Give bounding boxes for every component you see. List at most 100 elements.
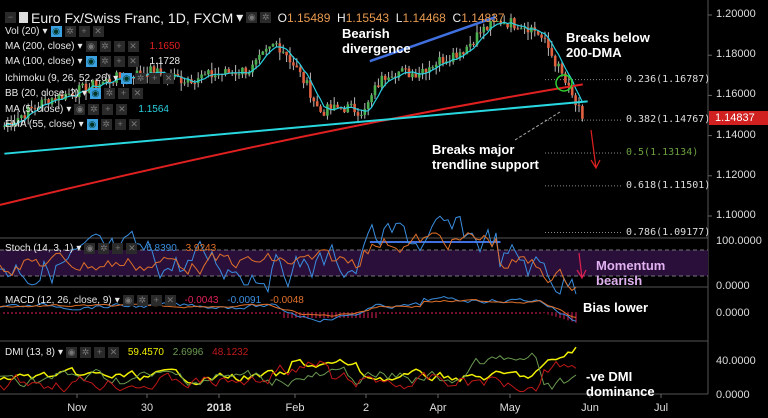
close-icon[interactable]: ✕	[131, 88, 143, 99]
indicator-legend: Vol (20) ▾ ◉ ✲ + ✕	[5, 26, 115, 37]
eye-icon[interactable]: ◉	[121, 73, 133, 84]
close-icon[interactable]: ✕	[92, 26, 104, 37]
indicator-label[interactable]: Ichimoku (9, 26, 52, 26)	[5, 73, 111, 84]
plus-icon[interactable]: +	[113, 41, 125, 52]
indicator-label[interactable]: Vol (20)	[5, 26, 40, 37]
candle	[431, 67, 435, 69]
candle	[370, 95, 373, 103]
adx-value: 59.4570	[127, 347, 164, 358]
eye-icon[interactable]: ◉	[50, 26, 62, 37]
indicator-label[interactable]: EMA (55, close)	[5, 119, 76, 130]
close-icon[interactable]: ✕	[127, 41, 139, 52]
candle	[360, 114, 363, 116]
chevron-down-icon[interactable]: ▾	[77, 56, 83, 67]
candle	[298, 67, 302, 73]
collapse-icon[interactable]: −	[5, 12, 16, 23]
candle	[159, 68, 163, 75]
candle	[574, 95, 577, 106]
candle	[292, 62, 295, 66]
gear-icon[interactable]: ✲	[103, 88, 115, 99]
candle	[526, 27, 530, 33]
candle	[523, 27, 526, 29]
minus-di-value: 48.1232	[212, 347, 249, 358]
candle	[183, 82, 186, 84]
indicator-label[interactable]: BB (20, close, 2)	[5, 88, 79, 99]
symbol-title[interactable]: Euro Fx/Swiss Franc, 1D, FXCM	[31, 9, 234, 26]
plus-icon[interactable]: +	[117, 88, 129, 99]
chevron-down-icon[interactable]: ▾	[66, 104, 72, 115]
candle	[581, 106, 584, 119]
candle	[3, 125, 6, 127]
down-arrow-icon	[576, 252, 587, 280]
candle	[496, 20, 499, 22]
eye-icon[interactable]: ◉	[89, 88, 101, 99]
indicator-label[interactable]: MA (200, close)	[5, 41, 75, 52]
gear-icon[interactable]: ✲	[100, 119, 112, 130]
gear-icon[interactable]: ✲	[99, 41, 111, 52]
stoch-k-line	[0, 215, 577, 295]
fib-level-label: 0.236(1.16787)	[626, 73, 711, 85]
candle	[390, 76, 394, 78]
candle	[278, 43, 282, 53]
eye-icon[interactable]: ◉	[85, 41, 97, 52]
gear-icon[interactable]: ✲	[135, 73, 147, 84]
close-icon[interactable]: ✕	[116, 104, 128, 115]
candle	[564, 73, 567, 83]
candle	[332, 104, 336, 111]
eye-icon[interactable]: ◉	[246, 12, 258, 23]
candle	[224, 69, 227, 75]
close-icon[interactable]: ✕	[128, 119, 140, 130]
candle	[438, 57, 441, 65]
candle	[281, 51, 285, 53]
indicator-label[interactable]: MA (5, close)	[5, 104, 64, 115]
candle	[577, 105, 581, 107]
chevron-down-icon[interactable]: ▾	[236, 9, 244, 25]
close-icon[interactable]: ✕	[127, 56, 139, 67]
gear-icon[interactable]: ✲	[64, 26, 76, 37]
candle	[40, 99, 44, 108]
candle	[54, 98, 57, 101]
indicator-label[interactable]: MA (100, close)	[5, 56, 75, 67]
plus-icon[interactable]: +	[149, 73, 161, 84]
indicator-axis-tick: 0.0000	[716, 280, 750, 292]
indicator-axis-tick: 0.0000	[716, 307, 750, 319]
plus-icon[interactable]: +	[78, 26, 90, 37]
plus-icon[interactable]: +	[113, 56, 125, 67]
ohlc-readout: O1.15489 H1.15543 L1.14468 C1.14837	[277, 10, 505, 25]
minus-di-line	[0, 360, 577, 393]
chevron-down-icon[interactable]: ▾	[113, 73, 119, 84]
macd-value: -0.0091	[227, 295, 262, 306]
indicator-value: 1.1564	[138, 104, 169, 115]
annotation-bias: Bias lower	[583, 300, 649, 315]
eye-icon[interactable]: ◉	[85, 56, 97, 67]
gear-icon[interactable]: ✲	[99, 56, 111, 67]
candle	[30, 106, 33, 109]
plus-icon[interactable]: +	[114, 119, 126, 130]
annotation-breaks-trendline: Breaks major trendline support	[432, 142, 539, 172]
candle	[305, 80, 309, 84]
time-tick: Feb	[285, 402, 305, 414]
stoch-d-value: 3.9243	[185, 243, 217, 254]
gear-icon[interactable]: ✲	[88, 104, 100, 115]
close-icon[interactable]: ✕	[163, 73, 175, 84]
indicator-legend: MA (5, close) ▾ ◉ ✲ + ✕ 1.1564	[5, 104, 169, 115]
eye-icon[interactable]: ◉	[74, 104, 86, 115]
chevron-down-icon[interactable]: ▾	[42, 26, 48, 37]
candle	[553, 55, 557, 67]
candle	[309, 80, 312, 98]
adx-line	[0, 346, 577, 386]
last-price-label: 1.14837	[709, 110, 768, 125]
candle	[465, 46, 469, 55]
gear-icon[interactable]: ✲	[260, 12, 272, 23]
candle	[302, 72, 305, 84]
price-tick: 1.16000	[716, 88, 756, 101]
chevron-down-icon[interactable]: ▾	[81, 88, 87, 99]
plus-icon[interactable]: +	[102, 104, 114, 115]
chevron-down-icon[interactable]: ▾	[77, 41, 83, 52]
chevron-down-icon[interactable]: ▾	[78, 119, 84, 130]
eye-icon[interactable]: ◉	[86, 119, 98, 130]
candle	[237, 74, 241, 76]
candle	[455, 52, 458, 58]
candle	[111, 82, 115, 84]
